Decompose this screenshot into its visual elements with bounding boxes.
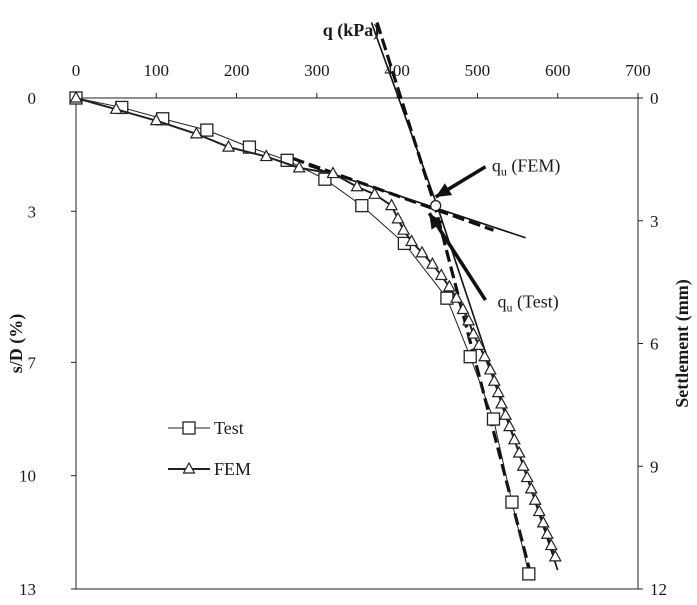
data-point-fem <box>478 349 492 362</box>
y-left-tick-label: 10 <box>19 467 36 486</box>
data-point-fem <box>520 470 534 483</box>
annotations-layer: qu (FEM)qu (Test) <box>427 156 561 315</box>
x-tick-label: 500 <box>465 61 491 80</box>
data-point-fem <box>466 326 480 339</box>
x-tick-label: 600 <box>545 61 571 80</box>
legend-label-fem: FEM <box>214 459 251 479</box>
data-point-fem <box>350 179 364 192</box>
annotation-rest: (Test) <box>513 292 559 313</box>
data-point-fem <box>524 481 538 494</box>
data-point-fem <box>456 302 470 315</box>
y-left-tick-label: 7 <box>28 353 37 372</box>
data-point-fem <box>462 313 476 326</box>
y-left-tick-label: 3 <box>28 202 37 221</box>
annotation-subscript: u <box>501 165 507 179</box>
series-layer <box>69 90 562 581</box>
data-point-fem <box>512 445 526 458</box>
data-point-fem <box>391 211 405 224</box>
data-point-fem <box>189 126 203 139</box>
data-point-fem <box>487 374 501 386</box>
annotation-arrow-head <box>435 183 453 197</box>
data-point-fem <box>149 113 163 126</box>
x-tick-label: 200 <box>224 61 250 80</box>
x-tick-label: 700 <box>625 61 651 80</box>
data-point-fem <box>397 222 411 235</box>
data-point-fem <box>69 90 83 103</box>
data-point-fem <box>491 385 505 398</box>
data-point-fem <box>503 419 517 432</box>
data-point-fem <box>109 102 123 114</box>
annotation-arrow-shaft <box>427 212 487 302</box>
data-point-fem <box>532 504 546 517</box>
y-right-axis-title: Settlement (mm) <box>672 279 693 407</box>
annotation-arrow-head <box>429 213 444 230</box>
y-right-tick-label: 9 <box>650 457 659 476</box>
data-point-fem <box>425 256 439 269</box>
x-tick-label: 400 <box>384 61 410 80</box>
y-left-tick-label: 0 <box>28 89 37 108</box>
data-point-fem <box>516 459 530 471</box>
data-point-fem <box>483 362 497 375</box>
y-right-tick-label: 12 <box>650 580 667 599</box>
legend-marker-fem <box>182 461 196 474</box>
intersection-marker <box>430 199 442 212</box>
data-point-test <box>486 412 501 426</box>
annotation-label: qu (FEM) <box>492 156 561 179</box>
x-tick-label: 0 <box>72 61 81 80</box>
x-tick-label: 300 <box>304 61 330 80</box>
data-point-fem <box>540 526 554 539</box>
x-tick-label: 100 <box>144 61 170 80</box>
construction-line <box>308 165 526 239</box>
annotation-main: q <box>498 292 507 312</box>
data-point-fem <box>368 187 382 199</box>
data-point-test <box>355 198 369 213</box>
data-point-fem <box>548 549 562 562</box>
data-point-fem <box>415 245 429 258</box>
data-point-test <box>522 567 536 581</box>
legend-label-test: Test <box>214 418 244 438</box>
data-point-fem <box>292 160 306 173</box>
data-point-fem <box>434 268 448 281</box>
data-point-fem <box>385 198 399 211</box>
legend-marker-test <box>182 421 196 435</box>
y-right-tick-label: 0 <box>650 89 659 108</box>
annotation-main: q <box>492 156 501 176</box>
data-point-test <box>505 495 519 509</box>
x-axis-title: q (kPa) <box>323 20 380 41</box>
construction-line <box>370 22 438 205</box>
data-point-test <box>200 123 214 137</box>
y-left-axis-title: s/D (%) <box>6 314 27 374</box>
y-right-tick-label: 3 <box>650 212 659 231</box>
data-point-fem <box>536 515 550 528</box>
series-line-test <box>75 97 530 575</box>
data-point-fem <box>326 166 340 179</box>
labels-layer: 0 100 200 300 400 500 600 700 0 3 7 10 13 0 3 6 9 12 q (kP… <box>6 20 693 599</box>
y-left-tick-label: 13 <box>19 580 36 599</box>
data-point-fem <box>499 408 513 420</box>
annotation-rest: (FEM) <box>507 156 561 177</box>
data-point-fem <box>450 290 464 303</box>
legend: Test FEM <box>168 418 251 479</box>
data-point-fem <box>472 338 486 350</box>
data-point-fem <box>494 396 509 409</box>
annotation-label: qu (Test) <box>498 292 559 315</box>
y-right-tick-label: 6 <box>650 335 659 354</box>
data-point-fem <box>405 234 419 247</box>
data-point-fem <box>544 538 558 551</box>
data-point-test <box>463 350 477 364</box>
data-point-fem <box>507 432 521 445</box>
annotation-subscript: u <box>507 301 513 315</box>
data-point-fem <box>222 139 236 152</box>
data-point-fem <box>442 279 456 292</box>
data-point-fem <box>259 149 273 162</box>
data-point-fem <box>528 492 542 505</box>
